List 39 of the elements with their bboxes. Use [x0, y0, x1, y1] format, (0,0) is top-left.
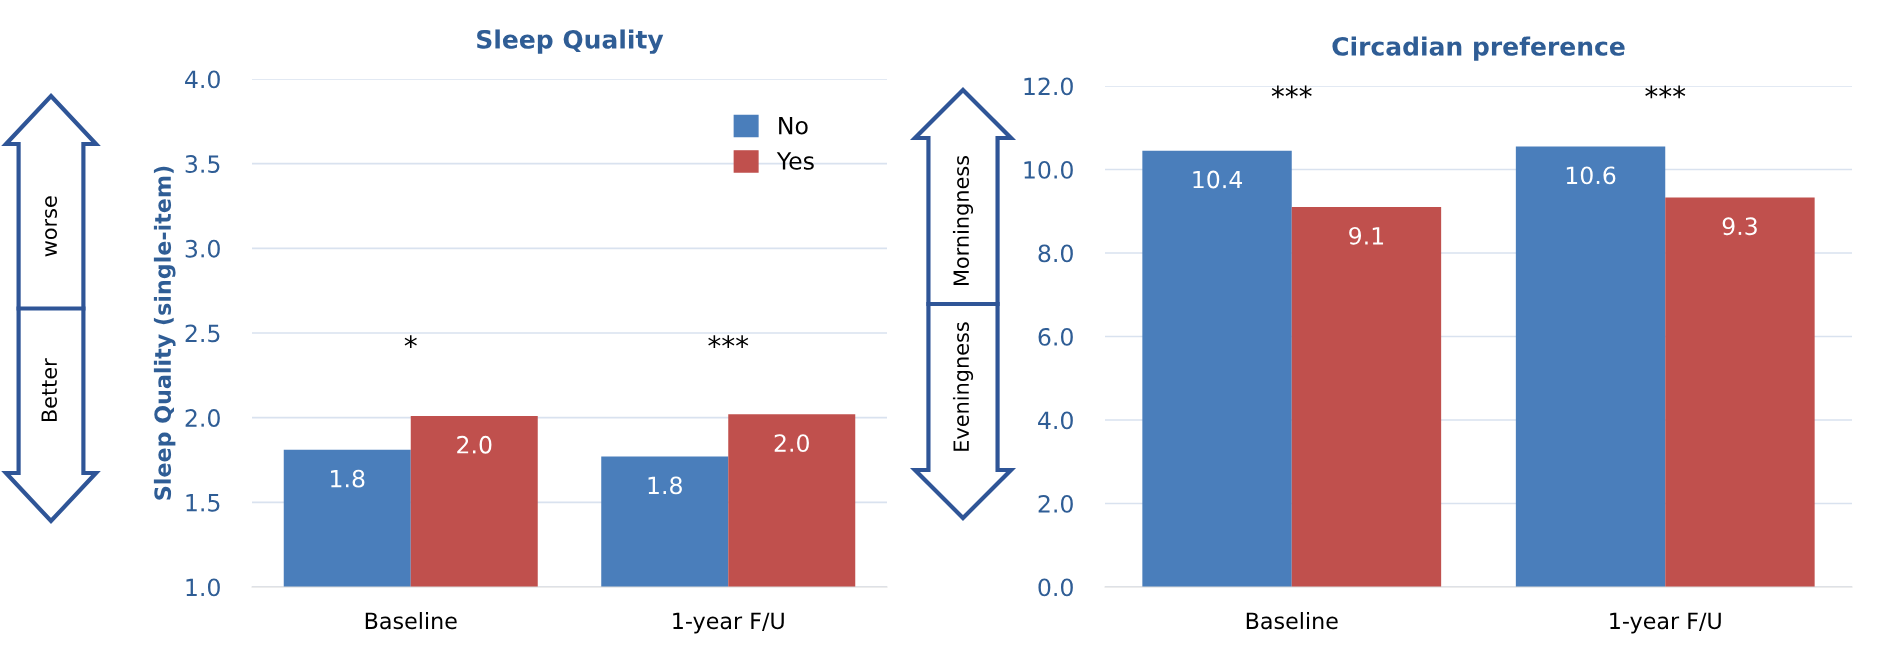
text: Morningness: [952, 155, 974, 285]
data-label: 2.0: [457, 435, 492, 454]
data-label: 1.8: [331, 469, 365, 488]
data-label: 2.0: [774, 434, 809, 452]
y-tick-label: 8.0: [1038, 244, 1073, 263]
y-tick-label: 4.0: [185, 70, 220, 89]
y-tick-label: 4.0: [1038, 411, 1073, 430]
y-tick-label: 6.0: [1038, 327, 1073, 346]
text: worse: [45, 196, 58, 257]
text: Better: [41, 358, 58, 422]
y-tick-label: 10.0: [1024, 160, 1073, 179]
x-tick-label: 1-year F/U: [1610, 612, 1721, 634]
annotation: ***: [1271, 85, 1312, 99]
y-tick-label: 12.0: [1024, 77, 1073, 96]
x-tick-label: 1-year F/U: [673, 612, 784, 634]
data-label: 9.1: [1349, 226, 1384, 245]
data-label: 1.8: [648, 476, 682, 495]
x-tick-label: Baseline: [1246, 612, 1338, 630]
data-label: 10.4: [1193, 170, 1243, 189]
y-tick-label: 3.5: [185, 155, 220, 173]
data-label: 9.3: [1722, 217, 1757, 236]
x-tick-label: Baseline: [365, 612, 457, 630]
text: Eveningness: [952, 322, 974, 451]
y-tick-label: 1.5: [186, 494, 220, 512]
y-tick-label: 0.0: [1038, 578, 1073, 597]
chart-title: Sleep Quality: [477, 29, 664, 54]
y-tick-label: 3.0: [185, 239, 220, 258]
annotation: ***: [1645, 85, 1686, 99]
chart-title: Circadian preference: [1332, 36, 1625, 61]
y-tick-label: 1.0: [186, 578, 220, 597]
legend-label: No: [779, 116, 808, 135]
legend-label: Yes: [776, 152, 814, 170]
annotation: *: [404, 335, 417, 348]
y-tick-label: 2.5: [185, 324, 220, 343]
y-tick-label: 2.0: [185, 409, 220, 427]
y-axis-title: Sleep Quality (single-item): [153, 166, 176, 500]
y-tick-label: 2.0: [1038, 494, 1073, 513]
annotation: ***: [708, 335, 749, 348]
data-label: 10.6: [1566, 166, 1616, 185]
